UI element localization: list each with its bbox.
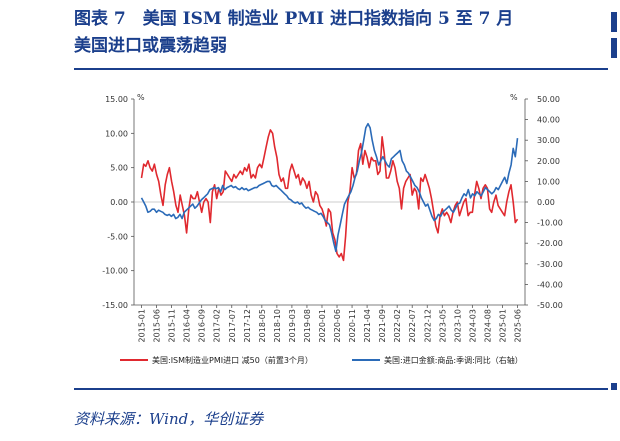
x-tick-label: 2015-11 [168, 309, 177, 342]
right-tick-label: 20.00 [537, 157, 560, 166]
x-tick-label: 2022-02 [393, 309, 402, 342]
x-tick-label: 2021-09 [378, 309, 387, 342]
left-tick-label: -5.00 [107, 232, 128, 241]
x-tick-label: 2019-08 [303, 309, 312, 342]
right-tick-label: 50.00 [537, 95, 560, 104]
title-rule [74, 68, 608, 70]
right-tick-label: 30.00 [537, 136, 560, 145]
right-axis-unit: % [510, 93, 518, 102]
x-tick-label: 2025-01 [498, 309, 507, 342]
x-tick-label: 2017-02 [213, 309, 222, 342]
adjacent-panel-edge [611, 38, 617, 58]
right-tick-label: -50.00 [537, 301, 563, 310]
x-tick-label: 2020-06 [333, 309, 342, 342]
right-tick-label: -10.00 [537, 219, 563, 228]
right-tick-label: 0.00 [537, 198, 555, 207]
left-tick-label: 5.00 [110, 164, 128, 173]
goods-import-yoy-series-line [140, 122, 519, 253]
x-tick-label: 2017-12 [243, 309, 252, 342]
title-line-2: 美国进口或震荡趋弱 [74, 36, 227, 56]
right-tick-label: 10.00 [537, 177, 560, 186]
x-tick-label: 2022-12 [423, 309, 432, 342]
left-tick-label: 0.00 [110, 198, 128, 207]
x-tick-label: 2021-04 [363, 309, 372, 342]
right-tick-label: 40.00 [537, 116, 560, 125]
legend-label: 美国:ISM制造业PMI进口 减50（前置3个月） [152, 355, 313, 365]
footer-rule [74, 388, 608, 390]
left-tick-label: -15.00 [102, 301, 128, 310]
x-tick-label: 2018-05 [258, 309, 267, 342]
x-tick-label: 2025-06 [513, 309, 522, 342]
x-tick-label: 2015-06 [153, 309, 162, 342]
x-tick-label: 2018-10 [273, 309, 282, 342]
x-tick-label: 2024-08 [483, 309, 492, 342]
x-tick-label: 2016-09 [198, 309, 207, 342]
x-tick-label: 2024-03 [468, 309, 477, 342]
x-tick-label: 2023-05 [438, 309, 447, 342]
pmi-import-series-line [140, 129, 519, 262]
right-tick-label: -40.00 [537, 280, 563, 289]
x-tick-label: 2015-01 [138, 309, 147, 342]
right-tick-label: -20.00 [537, 239, 563, 248]
x-tick-label: 2016-04 [183, 309, 192, 342]
right-tick-label: -30.00 [537, 260, 563, 269]
left-tick-label: -10.00 [102, 267, 128, 276]
x-tick-label: 2020-11 [348, 309, 357, 342]
source-note: 资料来源：Wind，华创证券 [74, 410, 264, 428]
chart-title: 图表 7 美国 ISM 制造业 PMI 进口指数指向 5 至 7 月 美国进口或… [74, 6, 614, 60]
left-tick-label: 15.00 [105, 95, 128, 104]
title-line-1: 图表 7 美国 ISM 制造业 PMI 进口指数指向 5 至 7 月 [74, 9, 514, 29]
x-tick-label: 2020-01 [318, 309, 327, 342]
x-tick-label: 2017-07 [228, 309, 237, 342]
x-tick-label: 2022-07 [408, 309, 417, 342]
adjacent-panel-edge [611, 12, 617, 32]
x-tick-label: 2023-10 [453, 309, 462, 342]
left-axis-unit: % [137, 93, 145, 102]
legend-label: 美国:进口金额:商品:季调:同比（右轴） [384, 355, 523, 365]
left-tick-label: 10.00 [105, 129, 128, 138]
x-tick-label: 2019-03 [288, 309, 297, 342]
adjacent-panel-edge [611, 383, 617, 390]
